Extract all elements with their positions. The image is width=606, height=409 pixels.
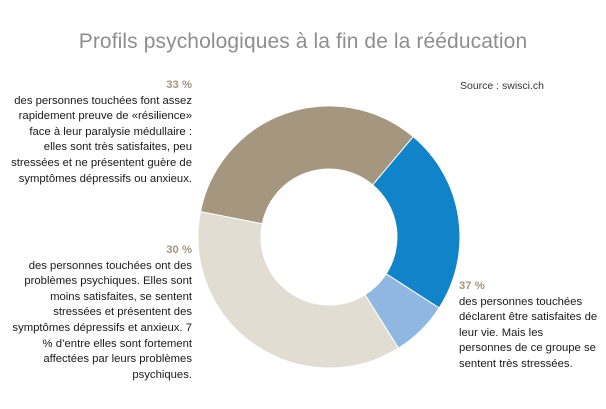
- note-resilient: 33 % des personnes touchées font assez r…: [6, 78, 192, 187]
- slice-stressed: [197, 210, 400, 369]
- slice-resilient: [199, 105, 414, 225]
- note-stressed: 37 % des personnes touchées déclarent êt…: [459, 279, 599, 373]
- chart-title: Profils psychologiques à la fin de la ré…: [78, 30, 528, 53]
- note-resilient-text: des personnes touchées font assez rapide…: [11, 94, 192, 185]
- slice-problems: [372, 135, 461, 309]
- note-problems: 30 % des personnes touchées ont des prob…: [6, 243, 192, 383]
- source-label: Source : swisci.ch: [460, 80, 545, 92]
- note-resilient-percent: 33 %: [166, 79, 192, 91]
- note-problems-text: des personnes touchées ont des problèmes…: [12, 259, 192, 381]
- note-stressed-text: des personnes touchées déclarent être sa…: [459, 295, 598, 370]
- note-problems-percent: 30 %: [166, 244, 192, 256]
- note-stressed-percent: 37 %: [459, 280, 485, 292]
